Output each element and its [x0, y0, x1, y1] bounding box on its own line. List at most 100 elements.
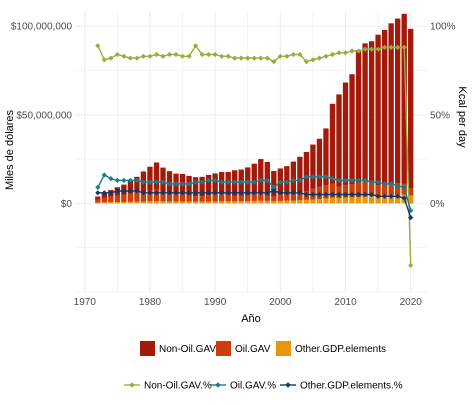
bar-other-gdp-elements	[381, 195, 388, 204]
line-point	[303, 174, 309, 180]
line-point	[310, 57, 316, 63]
x-tick-label: 1990	[204, 297, 227, 308]
line-point	[251, 55, 257, 61]
line-point	[225, 190, 231, 196]
bar-oil-gav	[258, 193, 264, 201]
bar-oil-gav	[408, 188, 414, 196]
bar-non-oil-gav	[401, 13, 407, 184]
bar-other-gdp-elements	[166, 201, 173, 204]
line-point	[356, 177, 362, 183]
bar-other-gdp-elements	[388, 195, 394, 204]
legend-key-non-oil-gav	[140, 341, 155, 356]
line-point	[232, 55, 238, 61]
legend-label: Non-Oil.GAV	[159, 344, 216, 355]
line-point	[173, 181, 179, 187]
bar-non-oil-gav	[362, 43, 368, 182]
bar-non-oil-gav	[251, 163, 257, 195]
x-tick-label: 1970	[74, 297, 97, 308]
bar-other-gdp-elements	[108, 202, 114, 204]
legend-key-other-gdp-elements	[276, 341, 291, 356]
bar-non-oil-gav	[408, 28, 414, 189]
bar-other-gdp-elements	[394, 194, 401, 204]
bar-oil-gav	[277, 194, 284, 201]
bar-non-oil-gav	[310, 144, 316, 189]
line-point	[408, 262, 414, 268]
y-axis-title-right: Kcal per day	[456, 86, 468, 148]
bar-other-gdp-elements	[355, 197, 362, 204]
line-point	[147, 53, 153, 59]
line-point	[388, 44, 394, 50]
line-point	[121, 177, 127, 183]
line-point	[401, 44, 407, 50]
line-point	[173, 190, 179, 196]
line-point	[212, 51, 218, 58]
bar-other-gdp-elements	[310, 199, 316, 204]
bar-oil-gav	[186, 195, 192, 202]
bar-non-oil-gav	[329, 103, 336, 184]
bar-other-gdp-elements	[323, 198, 329, 204]
bar-oil-gav	[323, 185, 329, 199]
x-tick-label: 2000	[269, 297, 292, 308]
bar-oil-gav	[166, 193, 173, 202]
bar-non-oil-gav	[323, 128, 329, 186]
bars	[95, 13, 414, 204]
line-point	[251, 190, 257, 196]
bar-oil-gav	[368, 183, 375, 197]
bar-oil-gav	[290, 193, 297, 201]
bar-other-gdp-elements	[160, 201, 166, 204]
bar-oil-gav	[238, 195, 244, 202]
line-point	[382, 44, 388, 50]
line-point	[238, 190, 244, 196]
line-point	[199, 190, 205, 196]
line-point	[258, 55, 264, 61]
line-point	[303, 59, 309, 65]
y-left-tick-label: $100,000,000	[11, 22, 73, 33]
bar-other-gdp-elements	[336, 198, 342, 204]
line-point	[147, 179, 153, 185]
line-point	[271, 59, 277, 65]
line-point	[206, 190, 212, 196]
line-point	[362, 177, 368, 183]
line-point	[342, 177, 349, 183]
bar-non-oil-gav	[297, 156, 303, 193]
line-point	[303, 191, 309, 198]
bar-other-gdp-elements	[408, 195, 414, 204]
line-point	[225, 179, 231, 185]
line-point	[369, 191, 375, 198]
bar-other-gdp-elements	[258, 200, 264, 204]
line-point	[369, 46, 375, 52]
line-point	[153, 51, 160, 58]
line-point	[395, 183, 401, 189]
line-point	[245, 55, 251, 61]
bar-oil-gav	[394, 183, 401, 195]
legend-key-oil-gav	[216, 341, 231, 356]
line-point	[134, 188, 140, 194]
bar-oil-gav	[362, 181, 368, 197]
legend-label: Non-Oil.GAV.%	[144, 381, 212, 392]
line-point	[329, 191, 336, 198]
line-point	[193, 43, 199, 49]
bar-oil-gav	[134, 192, 140, 202]
line-point	[382, 193, 388, 199]
bar-oil-gav	[199, 196, 205, 202]
line-point	[147, 190, 153, 196]
bar-non-oil-gav	[192, 177, 199, 197]
bar-oil-gav	[284, 194, 290, 201]
line-point	[388, 193, 394, 199]
line-point	[206, 51, 212, 58]
bar-non-oil-gav	[258, 159, 264, 194]
line-point	[277, 53, 283, 59]
bar-other-gdp-elements	[329, 197, 336, 204]
bar-other-gdp-elements	[95, 202, 101, 204]
line-point	[127, 55, 133, 61]
legend-label: Oil.GAV	[235, 344, 271, 355]
line-point	[251, 179, 257, 185]
bar-other-gdp-elements	[121, 201, 127, 204]
y-right-tick-label: 50%	[430, 110, 450, 121]
line-point	[336, 50, 342, 56]
line-point	[284, 190, 290, 196]
bar-oil-gav	[225, 195, 231, 202]
bar-oil-gav	[114, 195, 121, 202]
line-point	[212, 190, 218, 196]
